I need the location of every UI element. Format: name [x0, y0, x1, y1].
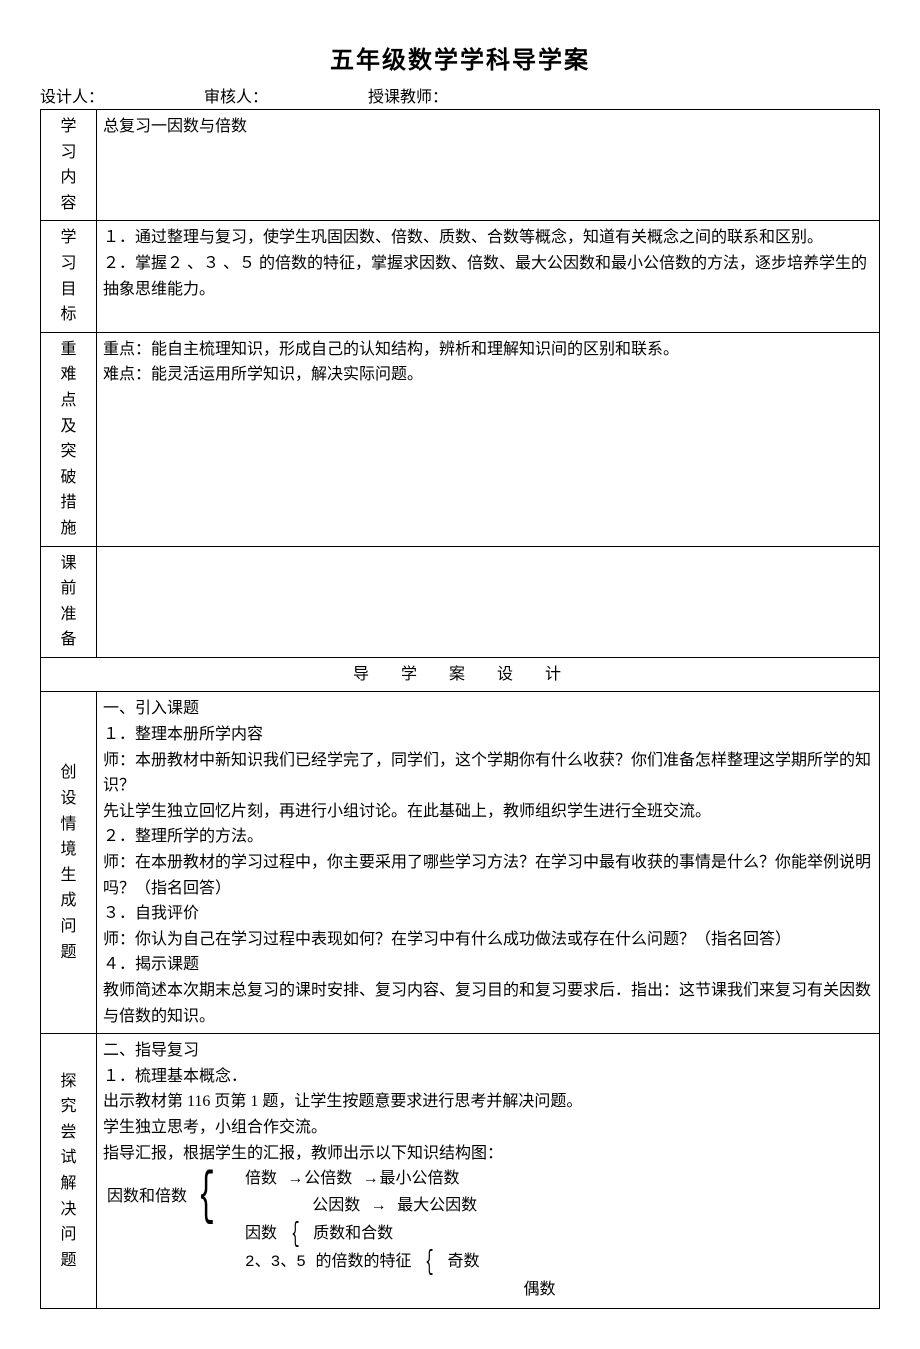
intro-line: 教师简述本次期末总复习的课时安排、复习内容、复习目的和复习要求后．指出：这节课我…	[103, 978, 873, 1029]
diagram-node: 公因数	[312, 1193, 360, 1220]
intro-line: ３．自我评价	[103, 901, 873, 927]
table-row: 导 学 案 设 计	[41, 657, 880, 692]
row-label-content: 学习内容	[41, 110, 97, 221]
brace-icon: {	[291, 1221, 299, 1249]
table-row: 创设情境生成问题 一、引入课题 １．整理本册所学内容 师：本册教材中新知识我们已…	[41, 692, 880, 1034]
row-label-objective: 学习目标	[41, 221, 97, 332]
objective-line: ２．掌握２ 、３ 、５ 的倍数的特征，掌握求因数、倍数、最大公因数和最小公倍数的…	[103, 251, 873, 302]
reviewer-label: 审核人：	[204, 83, 268, 107]
diagram-node: 2、3、5 的倍数的特征	[245, 1249, 411, 1276]
row-content: 一、引入课题 １．整理本册所学内容 师：本册教材中新知识我们已经学完了，同学们，…	[97, 692, 880, 1034]
diagram-node: 因数	[245, 1221, 277, 1248]
difficulty-line: 重点：能自主梳理知识，形成自己的认知结构，辨析和理解知识间的区别和联系。	[103, 337, 873, 363]
explore-line: 出示教材第 116 页第 1 题，让学生按题意要求进行思考并解决问题。	[103, 1089, 873, 1115]
meta-line: 设计人： 审核人： 授课教师：	[40, 83, 880, 107]
row-label-explore: 探究尝试解决问题	[41, 1034, 97, 1309]
row-content: 总复习一因数与倍数	[97, 110, 880, 221]
diagram-node: 最大公因数	[397, 1193, 477, 1220]
explore-line: 学生独立思考，小组合作交流。	[103, 1115, 873, 1141]
row-content	[97, 546, 880, 657]
diagram-node: 偶数	[523, 1277, 555, 1304]
intro-line: 师：在本册教材的学习过程中，你主要采用了哪些学习方法？在学习中最有收获的事情是什…	[103, 850, 873, 901]
page-title: 五年级数学学科导学案	[40, 40, 880, 75]
explore-heading: 二、指导复习	[103, 1038, 873, 1064]
intro-line: ４．揭示课题	[103, 952, 873, 978]
designer-label: 设计人：	[40, 83, 104, 107]
diagram-node: 奇数	[447, 1249, 479, 1276]
row-label-prep: 课前准备	[41, 546, 97, 657]
arrow-icon: →	[366, 1166, 376, 1193]
explore-line: １．梳理基本概念．	[103, 1064, 873, 1090]
diagram-node: 最小公倍数	[380, 1166, 460, 1193]
diagram-root: 因数和倍数	[107, 1166, 187, 1211]
row-label-difficulty: 重难点及突破措施	[41, 332, 97, 546]
row-content: １．通过整理与复习，使学生巩固因数、倍数、质数、合数等概念，知道有关概念之间的联…	[97, 221, 880, 332]
intro-line: 师：你认为自己在学习过程中表现如何？在学习中有什么成功做法或存在什么问题？（指名…	[103, 927, 873, 953]
arrow-icon: →	[374, 1193, 384, 1220]
table-row: 学习目标 １．通过整理与复习，使学生巩固因数、倍数、质数、合数等概念，知道有关概…	[41, 221, 880, 332]
section-header: 导 学 案 设 计	[41, 657, 880, 692]
row-content: 二、指导复习 １．梳理基本概念． 出示教材第 116 页第 1 题，让学生按题意…	[97, 1034, 880, 1309]
table-row: 探究尝试解决问题 二、指导复习 １．梳理基本概念． 出示教材第 116 页第 1…	[41, 1034, 880, 1309]
teacher-label: 授课教师：	[368, 83, 448, 107]
brace-icon: {	[425, 1249, 433, 1277]
table-row: 重难点及突破措施 重点：能自主梳理知识，形成自己的认知结构，辨析和理解知识间的区…	[41, 332, 880, 546]
row-content: 重点：能自主梳理知识，形成自己的认知结构，辨析和理解知识间的区别和联系。 难点：…	[97, 332, 880, 546]
brace-icon: {	[198, 1166, 215, 1230]
objective-line: １．通过整理与复习，使学生巩固因数、倍数、质数、合数等概念，知道有关概念之间的联…	[103, 225, 873, 251]
intro-line: １．整理本册所学内容	[103, 722, 873, 748]
diagram-node: 质数和合数	[313, 1221, 393, 1248]
row-label-intro: 创设情境生成问题	[41, 692, 97, 1034]
intro-line: 先让学生独立回忆片刻，再进行小组讨论。在此基础上，教师组织学生进行全班交流。	[103, 799, 873, 825]
explore-line: 指导汇报，根据学生的汇报，教师出示以下知识结构图：	[103, 1141, 873, 1167]
diagram-node: 倍数	[245, 1166, 277, 1193]
table-row: 学习内容 总复习一因数与倍数	[41, 110, 880, 221]
intro-line: ２．整理所学的方法。	[103, 824, 873, 850]
lesson-table: 学习内容 总复习一因数与倍数 学习目标 １．通过整理与复习，使学生巩固因数、倍数…	[40, 109, 880, 1309]
arrow-icon: →	[291, 1166, 301, 1193]
diagram-node: 公倍数	[304, 1166, 352, 1193]
table-row: 课前准备	[41, 546, 880, 657]
knowledge-diagram: 因数和倍数 { 倍数 → 公倍数 → 最小公倍数	[103, 1166, 873, 1304]
intro-heading: 一、引入课题	[103, 696, 873, 722]
difficulty-line: 难点：能灵活运用所学知识，解决实际问题。	[103, 362, 873, 388]
intro-line: 师：本册教材中新知识我们已经学完了，同学们，这个学期你有什么收获？你们准备怎样整…	[103, 748, 873, 799]
